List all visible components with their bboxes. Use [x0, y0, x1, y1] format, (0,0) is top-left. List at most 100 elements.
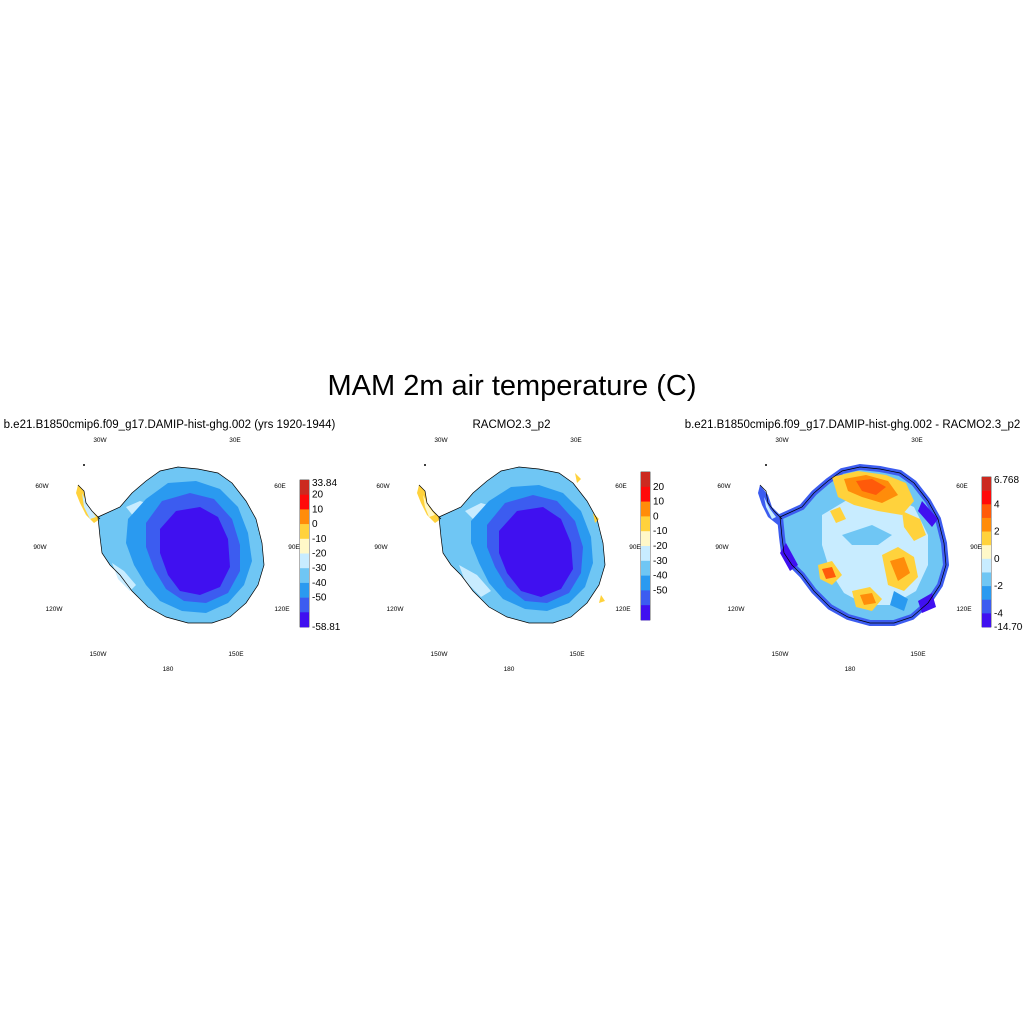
difference-field — [758, 463, 950, 626]
lon-label-150w: 150W — [772, 651, 790, 658]
lon-label-120e: 120E — [615, 606, 631, 613]
lon-label-90w: 90W — [374, 544, 388, 551]
colorbar-swatch — [982, 613, 991, 628]
lon-label-60w: 60W — [35, 483, 49, 490]
lon-label-30w: 30W — [434, 437, 448, 444]
colorbar-label: -10 — [653, 526, 668, 537]
lon-label-90e: 90E — [629, 544, 641, 551]
colorbar-label: 0 — [312, 519, 318, 530]
colorbar-label: 0 — [653, 511, 659, 522]
panel-title: b.e21.B1850cmip6.f09_g17.DAMIP-hist-ghg.… — [684, 419, 1021, 431]
colorbar-label: -30 — [312, 563, 327, 574]
colorbar-swatch — [641, 501, 650, 517]
colorbar-label: -50 — [312, 593, 327, 604]
lon-label-30e: 30E — [570, 437, 582, 444]
colorbar-swatch — [641, 575, 650, 591]
temperature-field — [76, 464, 265, 624]
lon-label-60e: 60E — [956, 483, 968, 490]
lon-label-60w: 60W — [376, 483, 390, 490]
colorbar-swatch — [300, 612, 309, 628]
colorbar-swatch — [641, 590, 650, 606]
lon-label-120w: 120W — [46, 606, 64, 613]
panel-title: RACMO2.3_p2 — [472, 419, 551, 431]
lon-labels: 30W 30E 60W 60E 90W 90E 120W 120E 150W 1… — [33, 437, 300, 673]
lon-label-120e: 120E — [274, 606, 290, 613]
colorbar-swatch — [641, 486, 650, 502]
colorbar-label: -20 — [653, 541, 668, 552]
colorbar-swatch — [300, 582, 309, 598]
colorbar-swatch — [641, 546, 650, 562]
colorbar-swatch — [300, 538, 309, 554]
lon-label-180: 180 — [163, 666, 174, 673]
colorbar-label: -20 — [312, 549, 327, 560]
panel-title: b.e21.B1850cmip6.f09_g17.DAMIP-hist-ghg.… — [3, 419, 336, 431]
lon-label-120w: 120W — [728, 606, 746, 613]
colorbar-swatch — [982, 586, 991, 601]
lon-label-180: 180 — [845, 666, 856, 673]
colorbar-swatch — [300, 480, 309, 495]
figure-title: MAM 2m air temperature (C) — [327, 370, 697, 402]
colorbar-label: 2 — [994, 527, 1000, 538]
colorbar-swatch — [300, 597, 309, 613]
colorbar-swatch — [982, 477, 991, 491]
colorbar-swatch — [641, 531, 650, 547]
colorbar-swatch — [300, 494, 309, 510]
colorbar-label: 10 — [653, 497, 665, 508]
lon-label-30w: 30W — [775, 437, 789, 444]
temperature-field — [417, 464, 606, 624]
colorbar-label: -58.81 — [312, 622, 341, 633]
lon-label-90e: 90E — [970, 544, 982, 551]
lon-label-30w: 30W — [93, 437, 107, 444]
colorbar-label: -40 — [312, 578, 327, 589]
colorbar-swatches — [300, 480, 309, 628]
colorbar-label: 20 — [653, 482, 665, 493]
panel-difference: b.e21.B1850cmip6.f09_g17.DAMIP-hist-ghg.… — [682, 415, 1023, 685]
lon-label-90w: 90W — [33, 544, 47, 551]
colorbar-swatch — [982, 572, 991, 587]
colorbar-label: 0 — [994, 554, 1000, 565]
lon-label-150e: 150E — [228, 651, 244, 658]
lon-label-60e: 60E — [274, 483, 286, 490]
colorbar-swatch — [982, 545, 991, 560]
lon-label-30e: 30E — [911, 437, 923, 444]
colorbar-label: 33.84 — [312, 478, 337, 489]
colorbar-swatches — [641, 472, 650, 621]
colorbar-swatch — [300, 553, 309, 569]
colorbar-swatch — [982, 531, 991, 546]
colorbar-swatch — [300, 568, 309, 584]
panel-cesm-temperature: b.e21.B1850cmip6.f09_g17.DAMIP-hist-ghg.… — [0, 415, 341, 685]
panel-racmo-temperature: RACMO2.3_p2 30W 30E 60W 60E 90W 90E 120W… — [341, 415, 682, 685]
polar-map: 30W 30E 60W 60E 90W 90E 120W 120E 150W 1… — [33, 437, 341, 673]
colorbar-swatch — [982, 490, 991, 505]
colorbar-swatch — [641, 605, 650, 621]
polar-map: 30W 30E 60W 60E 90W 90E 120W 120E 150W 1… — [715, 437, 1023, 673]
colorbar-label: -10 — [312, 534, 327, 545]
colorbar-swatch — [982, 558, 991, 573]
colorbar-labels: 6.768 4 2 0 -2 -4 -14.706 — [994, 475, 1023, 633]
lon-label-150w: 150W — [431, 651, 449, 658]
colorbar-swatch — [982, 517, 991, 532]
colorbar-labels: 20 10 0 -10 -20 -30 -40 -50 — [653, 482, 668, 597]
colorbar-label: 10 — [312, 504, 324, 515]
colorbar-swatch — [982, 504, 991, 519]
colorbar-swatches — [982, 477, 991, 628]
lon-label-60w: 60W — [717, 483, 731, 490]
lon-labels: 30W 30E 60W 60E 90W 90E 120W 120E 150W 1… — [715, 437, 982, 673]
colorbar-label: -2 — [994, 581, 1003, 592]
colorbar-swatch — [982, 599, 991, 614]
colorbar-swatch — [641, 516, 650, 532]
lon-label-90w: 90W — [715, 544, 729, 551]
colorbar-swatch — [300, 524, 309, 540]
colorbar-label: 20 — [312, 490, 324, 501]
colorbar-label: 6.768 — [994, 475, 1019, 486]
colorbar-swatch — [300, 509, 309, 525]
lon-label-120w: 120W — [387, 606, 405, 613]
lon-label-150e: 150E — [569, 651, 585, 658]
lon-label-120e: 120E — [956, 606, 972, 613]
colorbar-label: -30 — [653, 556, 668, 567]
lon-label-90e: 90E — [288, 544, 300, 551]
colorbar-swatch — [641, 472, 650, 488]
polar-map: 30W 30E 60W 60E 90W 90E 120W 120E 150W 1… — [374, 437, 668, 673]
lon-label-150w: 150W — [90, 651, 108, 658]
